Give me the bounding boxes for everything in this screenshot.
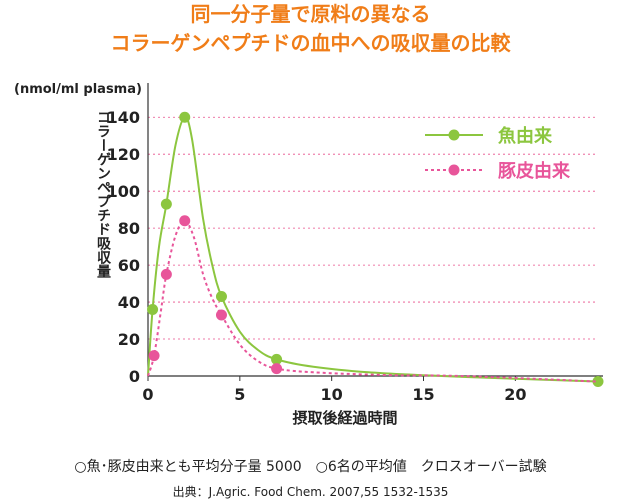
y-tick-labels: 0 20 40 60 80 100 120 140 xyxy=(107,108,140,386)
y-tick-label: 60 xyxy=(118,256,140,275)
legend-label-2: 豚皮由来 xyxy=(498,160,571,182)
data-point xyxy=(592,376,604,388)
data-point xyxy=(271,363,283,375)
y-axis-unit: (nmol/ml plasma) xyxy=(14,82,142,97)
data-point xyxy=(271,353,283,365)
series-line-2 xyxy=(147,219,599,383)
data-point xyxy=(215,309,227,321)
chart-title-line1: 同一分子量で原料の異なる xyxy=(190,2,431,26)
footnote: ○魚･豚皮由来とも平均分子量 5000 ○6名の平均値 クロスオーバー試験 xyxy=(74,459,547,475)
y-tick-label: 40 xyxy=(118,293,140,312)
chart-title-line2: コラーゲンペプチドの血中への吸収量の比較 xyxy=(110,31,511,55)
x-tick-label: 20 xyxy=(504,385,526,404)
data-point xyxy=(179,215,191,227)
x-axis-label: 摂取後経過時間 xyxy=(292,409,397,427)
source-citation: 出典：J.Agric. Food Chem. 2007,55 1532-1535 xyxy=(172,485,449,499)
y-tick-label: 140 xyxy=(107,108,140,127)
data-point xyxy=(160,268,172,280)
data-point xyxy=(215,291,227,303)
x-tick-label: 0 xyxy=(142,385,153,404)
data-point xyxy=(148,350,160,362)
series-group xyxy=(147,111,604,388)
series-line-1 xyxy=(147,116,599,383)
y-tick-label: 100 xyxy=(107,182,140,201)
legend-marker-1 xyxy=(448,129,460,141)
data-point xyxy=(147,303,159,315)
x-tick-label: 10 xyxy=(321,385,343,404)
y-tick-label: 80 xyxy=(118,219,140,238)
x-tick-label: 15 xyxy=(412,385,434,404)
y-tick-label: 20 xyxy=(118,330,140,349)
y-tick-label: 0 xyxy=(129,367,140,386)
data-point xyxy=(160,198,172,210)
y-tick-label: 120 xyxy=(107,145,140,164)
x-tick-labels: 0 5 10 15 20 xyxy=(142,385,526,404)
y-axis-label: コラーゲンペプチド吸収量 xyxy=(95,110,111,279)
legend-label-1: 魚由来 xyxy=(498,125,553,147)
x-tick-label: 5 xyxy=(234,385,245,404)
legend-marker-2 xyxy=(448,164,460,176)
data-point xyxy=(179,111,191,123)
grid-lines xyxy=(148,116,598,340)
